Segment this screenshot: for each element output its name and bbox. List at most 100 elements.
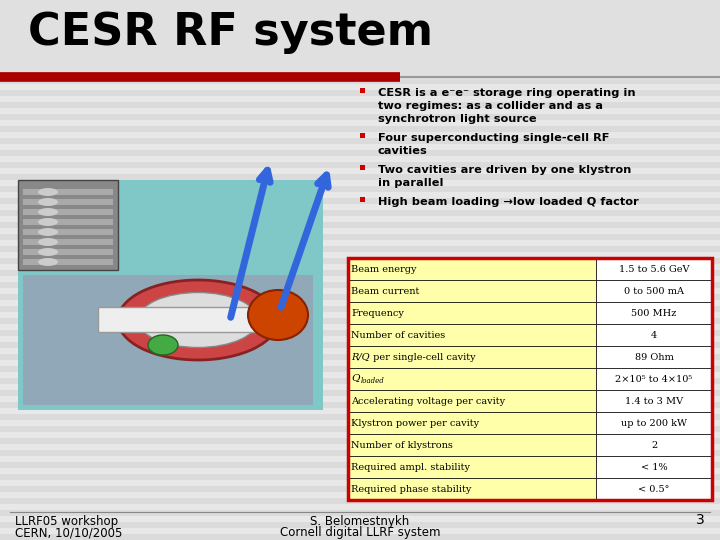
Bar (0, 414, 720, 420)
Text: High beam loading →low loaded Q factor: High beam loading →low loaded Q factor (378, 197, 639, 207)
Bar (0, 378, 720, 384)
Text: in parallel: in parallel (378, 178, 444, 188)
Text: Required ampl. stability: Required ampl. stability (351, 462, 470, 471)
Bar (23, 229, 113, 235)
Bar (0, 222, 720, 228)
Text: Four superconducting single-cell RF: Four superconducting single-cell RF (378, 133, 610, 143)
Bar (0, 138, 720, 144)
Bar (360, 165, 365, 170)
Bar (0, 126, 720, 132)
Bar (596, 456, 712, 478)
Bar (0, 282, 720, 288)
Bar (0, 54, 720, 60)
Bar (0, 366, 720, 372)
Bar (348, 258, 596, 280)
Ellipse shape (38, 198, 58, 206)
Text: Beam energy: Beam energy (351, 265, 416, 273)
Text: 0 to 500 mA: 0 to 500 mA (624, 287, 684, 295)
Bar (348, 390, 596, 412)
Ellipse shape (38, 218, 58, 226)
Ellipse shape (38, 238, 58, 246)
Bar (0, 330, 720, 336)
Text: 2: 2 (651, 441, 657, 449)
Bar (596, 302, 712, 324)
Bar (0, 258, 720, 264)
Bar (596, 324, 712, 346)
Text: Number of cavities: Number of cavities (351, 330, 445, 340)
Text: 1.4 to 3 MV: 1.4 to 3 MV (625, 396, 683, 406)
Text: Frequency: Frequency (351, 308, 404, 318)
Bar (0, 246, 720, 252)
Text: synchrotron light source: synchrotron light source (378, 114, 536, 124)
Text: Klystron power per cavity: Klystron power per cavity (351, 418, 479, 428)
Bar (360, 197, 365, 202)
Text: up to 200 kW: up to 200 kW (621, 418, 687, 428)
Bar (0, 186, 720, 192)
Text: 89 Ohm: 89 Ohm (634, 353, 673, 361)
Text: LLRF05 workshop: LLRF05 workshop (15, 515, 118, 528)
Bar (0, 90, 720, 96)
Bar (0, 534, 720, 540)
Text: Two cavities are driven by one klystron: Two cavities are driven by one klystron (378, 165, 631, 175)
Bar (596, 346, 712, 368)
Bar (0, 402, 720, 408)
Bar (0, 306, 720, 312)
Bar (0, 210, 720, 216)
Bar (0, 390, 720, 396)
Ellipse shape (38, 188, 58, 196)
Ellipse shape (38, 228, 58, 236)
Bar (348, 412, 596, 434)
Bar (0, 270, 720, 276)
Text: 2×10⁵ to 4×10⁵: 2×10⁵ to 4×10⁵ (616, 375, 693, 383)
Bar (348, 456, 596, 478)
Text: Q: Q (351, 374, 359, 382)
Bar (348, 434, 596, 456)
Bar (0, 510, 720, 516)
Bar (0, 6, 720, 12)
Bar (348, 346, 596, 368)
Text: 1.5 to 5.6 GeV: 1.5 to 5.6 GeV (618, 265, 689, 273)
Text: Number of klystrons: Number of klystrons (351, 441, 453, 449)
Text: 4: 4 (651, 330, 657, 340)
Bar (348, 368, 596, 390)
Bar (0, 78, 720, 84)
Bar (0, 42, 720, 48)
Ellipse shape (138, 293, 258, 348)
Ellipse shape (248, 290, 308, 340)
Bar (23, 199, 113, 205)
Bar (23, 209, 113, 215)
Bar (596, 412, 712, 434)
Bar (596, 478, 712, 500)
Bar (0, 150, 720, 156)
Bar (348, 324, 596, 346)
Text: 3: 3 (696, 513, 705, 527)
Bar (0, 462, 720, 468)
Text: Accelerating voltage per cavity: Accelerating voltage per cavity (351, 396, 505, 406)
Bar (360, 133, 365, 138)
Bar (348, 280, 596, 302)
Bar (23, 249, 113, 255)
Bar (0, 318, 720, 324)
Bar (0, 450, 720, 456)
Bar (23, 239, 113, 245)
Bar (0, 174, 720, 180)
Text: S. Belomestnykh: S. Belomestnykh (310, 515, 410, 528)
Text: < 1%: < 1% (641, 462, 667, 471)
Text: Beam current: Beam current (351, 287, 419, 295)
Bar (23, 259, 113, 265)
Bar (596, 280, 712, 302)
Bar (98, 307, 298, 332)
Text: cavities: cavities (378, 146, 428, 156)
Ellipse shape (148, 335, 178, 355)
Ellipse shape (38, 258, 58, 266)
Bar (18, 180, 118, 270)
Text: CESR is a e⁻e⁻ storage ring operating in: CESR is a e⁻e⁻ storage ring operating in (378, 88, 636, 98)
Bar (23, 219, 113, 225)
Bar (18, 180, 323, 410)
Bar (0, 102, 720, 108)
Bar (23, 189, 113, 195)
Bar (0, 114, 720, 120)
Text: Cornell digital LLRF system: Cornell digital LLRF system (280, 526, 440, 539)
Bar (596, 258, 712, 280)
Bar (0, 66, 720, 72)
